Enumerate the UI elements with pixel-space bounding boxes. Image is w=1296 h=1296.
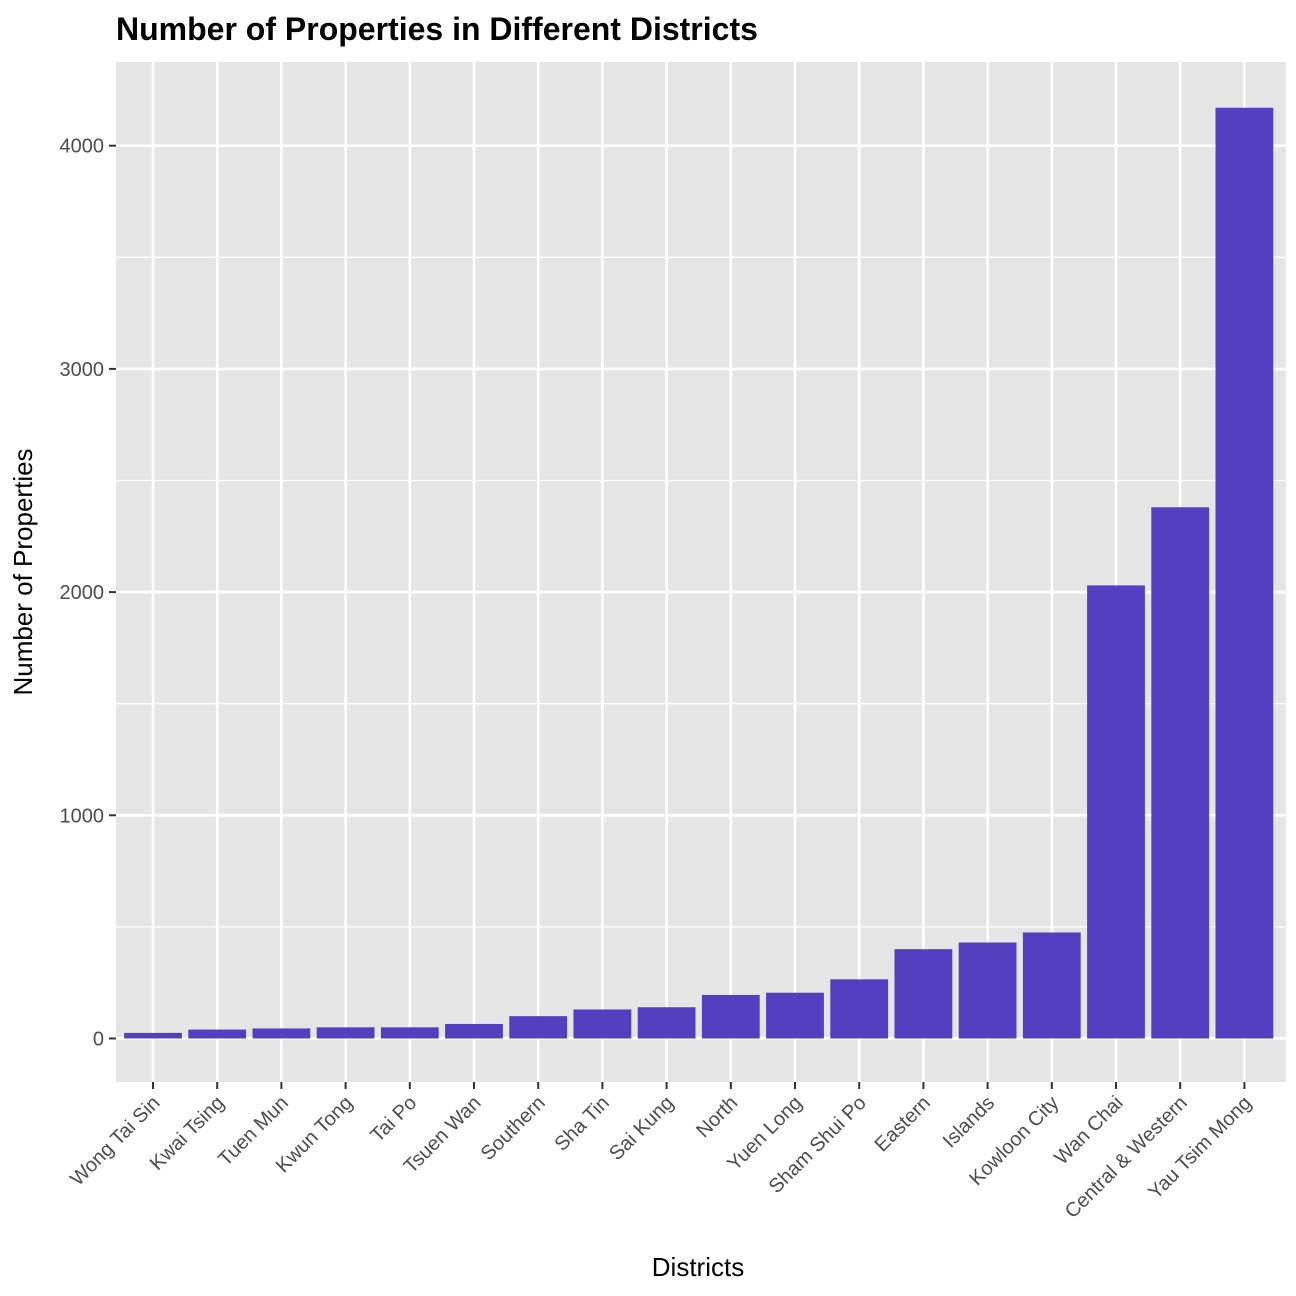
x-tick-label: Central & Western [1061, 1092, 1192, 1223]
bar [958, 942, 1017, 1039]
bars [124, 107, 1274, 1039]
bar [766, 992, 824, 1039]
bar [1215, 107, 1274, 1039]
bar [573, 1009, 632, 1039]
bar [1151, 507, 1210, 1039]
x-tick-label: Islands [939, 1092, 999, 1152]
bar [188, 1029, 247, 1039]
x-axis-title: Districts [652, 1252, 744, 1282]
x-tick-label: Southern [477, 1092, 550, 1165]
bar [894, 949, 953, 1039]
y-tick-label: 0 [93, 1028, 104, 1050]
x-tick-label: Sai Kung [605, 1092, 678, 1165]
x-tick-label: Eastern [871, 1092, 935, 1156]
y-tick-label: 3000 [60, 359, 105, 381]
x-tick-label: Sha Tin [550, 1092, 614, 1156]
bar [1087, 585, 1145, 1039]
bar [380, 1027, 439, 1039]
chart-title: Number of Properties in Different Distri… [116, 11, 758, 47]
x-tick-label: North [692, 1092, 742, 1142]
bar [509, 1016, 568, 1039]
bar [637, 1007, 696, 1039]
y-tick-label: 1000 [60, 805, 105, 827]
x-tick-label: Wong Tai Sin [66, 1092, 164, 1190]
y-tick-label: 2000 [60, 582, 105, 604]
bar [1022, 932, 1081, 1039]
bar [701, 994, 760, 1039]
bar [252, 1028, 311, 1039]
bar [316, 1027, 375, 1039]
bar [124, 1032, 182, 1039]
x-tick-label: Tai Po [366, 1092, 421, 1147]
bar [830, 979, 889, 1039]
y-axis-title: Number of Properties [8, 448, 38, 695]
y-tick-label: 4000 [60, 136, 105, 158]
bar [445, 1023, 503, 1039]
